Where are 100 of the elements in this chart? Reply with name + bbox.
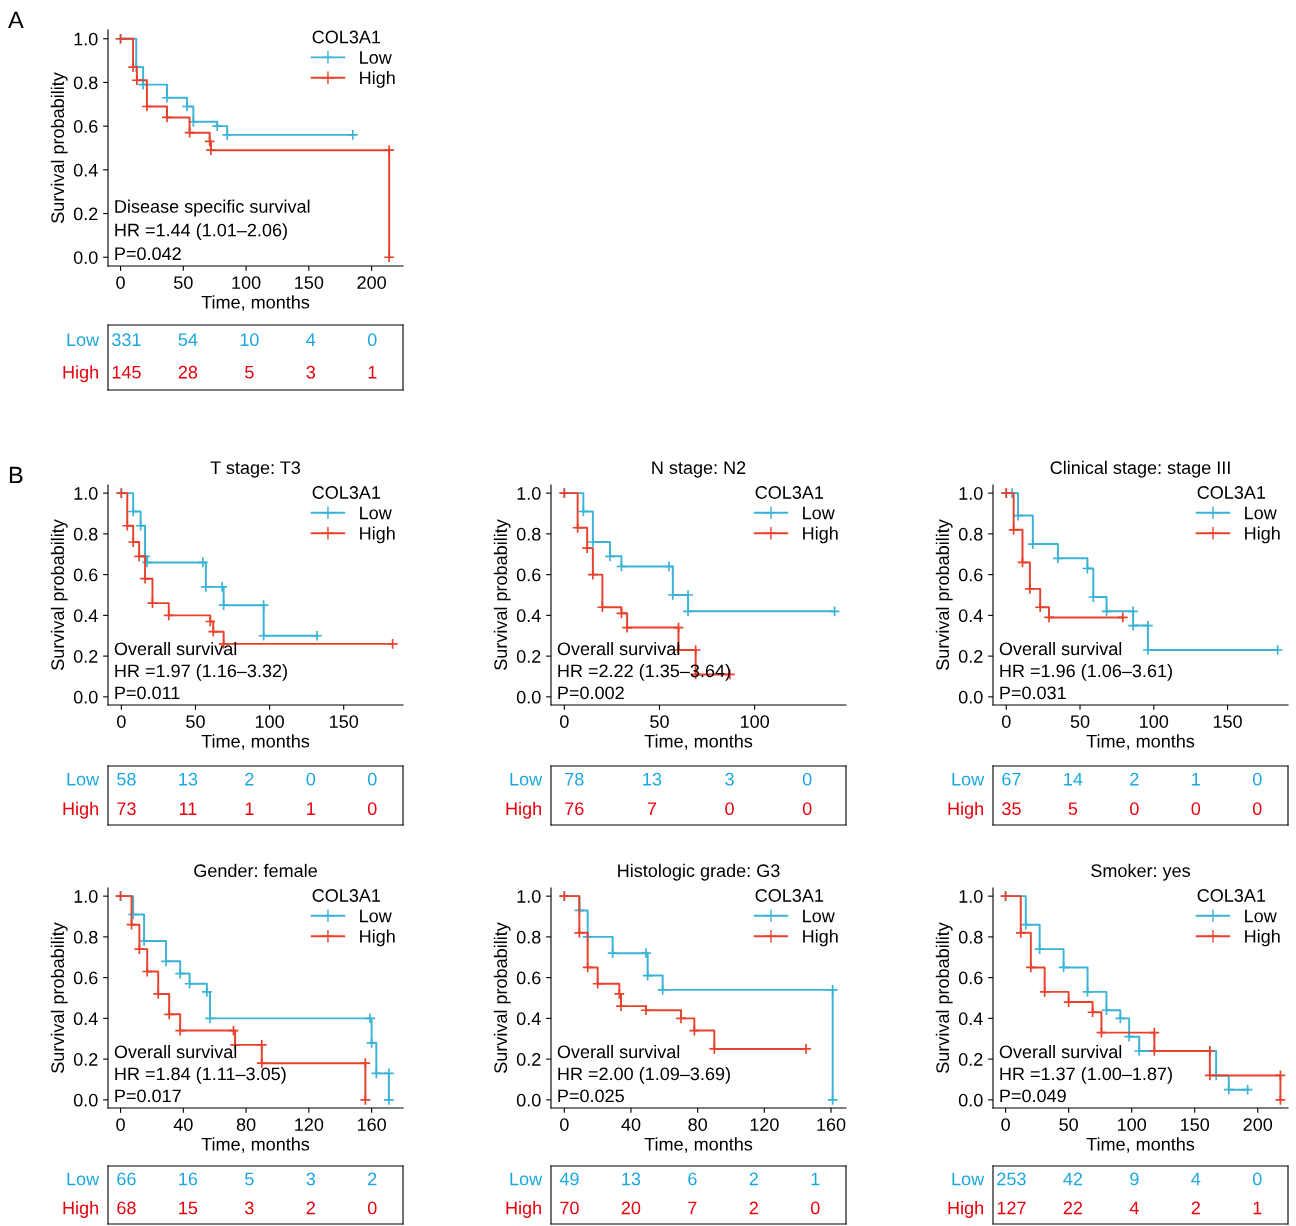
x-tick-label: 0 [1001, 1118, 1010, 1131]
y-tick-label: 0.0 [73, 251, 98, 264]
chart-title: N stage: N2 [652, 461, 746, 478]
y-tick-label: 0.0 [958, 690, 983, 704]
legend-label: High [360, 526, 395, 544]
y-tick-label: 0.4 [73, 163, 98, 177]
annotation: HR =1.96 (1.06–3.61) [1000, 663, 1172, 681]
y-tick-label: 0.8 [958, 930, 983, 944]
annotation: P=0.017 [115, 1089, 181, 1103]
x-axis-title: Time, months [1086, 1137, 1195, 1153]
data-label: 2 [1191, 1201, 1200, 1215]
x-tick-label: 100 [1117, 1118, 1147, 1131]
y-tick-label: 0.8 [73, 930, 98, 944]
data-label: 253 [997, 1172, 1026, 1186]
y-tick-label: 0.8 [516, 930, 541, 944]
y-tick-label: High [948, 1201, 983, 1218]
legend-label: Low [1245, 909, 1277, 923]
y-tick-label: 0.8 [73, 76, 98, 90]
legend-label: Low [360, 51, 392, 64]
x-tick-label: 100 [255, 715, 284, 728]
chart-title: Histologic grade: G3 [618, 863, 780, 881]
data-label: 0 [306, 772, 316, 786]
y-tick-label: 1.0 [517, 890, 541, 903]
data-label: 54 [178, 333, 198, 347]
annotation: P=0.031 [1000, 686, 1066, 700]
legend-label: High [1245, 929, 1280, 947]
y-tick-label: Low [67, 773, 100, 786]
annotation: P=0.025 [558, 1089, 624, 1103]
x-tick-label: 50 [1070, 715, 1090, 728]
legend-title: COL3A1 [755, 889, 824, 902]
data-label: 20 [621, 1201, 641, 1215]
legend-title: COL3A1 [755, 486, 824, 499]
data-label: 127 [997, 1201, 1026, 1215]
data-label: 3 [306, 365, 316, 379]
annotation: HR =2.00 (1.09–3.69) [558, 1066, 730, 1084]
annotation: Overall survival [557, 1044, 680, 1059]
chart-title: Clinical stage: stage III [1050, 460, 1230, 478]
y-tick-label: High [63, 365, 98, 383]
x-tick-label: 0 [116, 276, 125, 289]
x-tick-label: 100 [1140, 715, 1169, 728]
text: A [8, 11, 24, 29]
y-tick-label: 0.4 [958, 609, 983, 623]
y-tick-label: 0.4 [516, 1012, 541, 1026]
data-label: 3 [245, 1201, 254, 1215]
data-label: 0 [1252, 802, 1262, 816]
data-label: 0 [802, 802, 812, 816]
chart-title: Smoker: yes [1091, 863, 1191, 881]
annotation: Overall survival [999, 641, 1122, 656]
legend-label: Low [803, 909, 835, 923]
x-tick-label: 0 [1001, 715, 1011, 728]
annotation: P=0.011 [115, 686, 180, 700]
y-tick-label: 0.4 [73, 1012, 98, 1026]
x-tick-label: 0 [560, 1118, 569, 1131]
y-tick-label: Low [510, 773, 543, 786]
y-tick-label: 1.0 [74, 32, 98, 46]
x-axis-title: Time, months [1086, 734, 1195, 750]
y-axis-title: Survival probability [493, 922, 511, 1073]
y-tick-label: Low [67, 1172, 100, 1186]
data-label: 145 [112, 366, 141, 379]
data-label: 2 [306, 1201, 315, 1215]
annotation: Overall survival [999, 1044, 1122, 1059]
data-label: 4 [306, 333, 316, 346]
y-tick-label: 0.4 [73, 609, 98, 623]
data-label: 11 [179, 802, 197, 815]
annotation: Overall survival [114, 641, 237, 656]
annotation: P=0.049 [1000, 1089, 1066, 1103]
data-label: 13 [622, 1172, 641, 1186]
data-label: 14 [1064, 773, 1083, 786]
y-tick-label: High [506, 1201, 541, 1218]
data-label: 0 [367, 802, 377, 816]
data-label: 42 [1063, 1172, 1083, 1186]
y-tick-label: 1.0 [74, 487, 98, 500]
data-label: 5 [245, 366, 254, 379]
y-axis-title: Survival probability [50, 519, 68, 670]
x-tick-label: 50 [174, 276, 193, 289]
x-tick-label: 0 [560, 715, 569, 728]
legend-label: High [803, 929, 838, 947]
x-tick-label: 80 [236, 1118, 256, 1131]
legend-label: Low [803, 506, 835, 520]
annotation: P=0.042 [115, 247, 181, 261]
x-tick-label: 150 [1181, 1118, 1210, 1131]
x-tick-label: 40 [173, 1118, 193, 1131]
y-tick-label: 0.0 [73, 690, 98, 704]
data-label: 73 [117, 802, 136, 816]
annotation: Overall survival [114, 1044, 237, 1059]
y-tick-label: 0.2 [73, 1053, 98, 1066]
legend-title: COL3A1 [312, 30, 381, 44]
x-tick-label: 120 [295, 1118, 324, 1131]
annotation: Disease specific survival [115, 199, 310, 217]
data-label: 6 [688, 1172, 697, 1186]
data-label: 3 [725, 772, 734, 786]
data-label: 15 [179, 1201, 198, 1215]
data-label: 0 [367, 772, 377, 786]
annotation: P=0.002 [558, 686, 624, 700]
x-tick-label: 50 [1059, 1118, 1078, 1131]
chart-title: T stage: T3 [210, 461, 301, 478]
legend-label: High [360, 929, 395, 947]
y-tick-label: 0.6 [516, 971, 541, 985]
data-label: 7 [688, 1201, 697, 1215]
x-tick-label: 50 [650, 715, 669, 728]
